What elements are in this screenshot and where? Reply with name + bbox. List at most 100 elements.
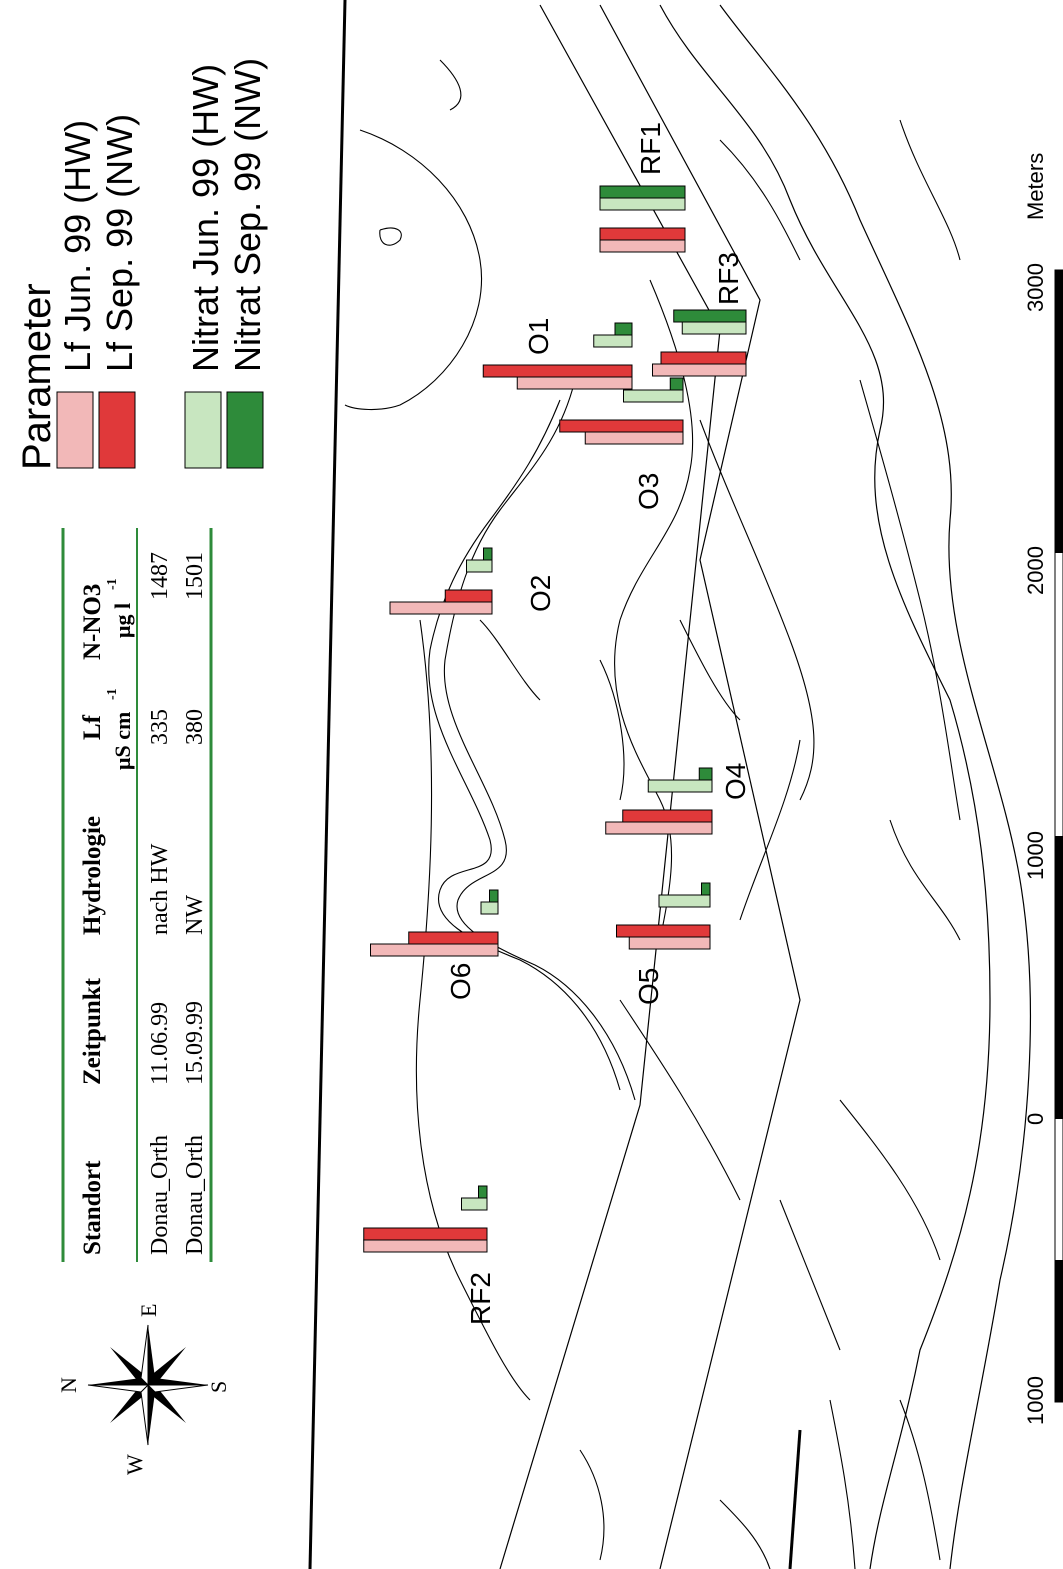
bar-rf1-no3-sep [599,185,686,199]
embankment [788,1429,802,1569]
site-o2: O2 [389,547,556,615]
legend-label-no3-jun: Nitrat Jun. 99 (HW) [185,64,226,372]
bar-o4-no3-jun [647,779,713,793]
site-label-o1: O1 [523,318,554,355]
scale-tick-1000: 1000 [1023,831,1048,880]
td-r2-lf: 380 [182,709,208,745]
bar-o2-no3-jun [466,559,493,573]
site-o6: O6 [370,889,499,1000]
bar-o5-no3-sep [701,882,711,896]
site-rf2: RF2 [363,1185,496,1325]
legend-label-no3-sep: Nitrat Sep. 99 (NW) [227,58,268,372]
legend-label-lf-sep: Lf Sep. 99 (NW) [99,114,140,372]
bar-o3-no3-sep [669,377,684,391]
bar-o1-lf-jun [516,376,633,390]
bar-rf3-lf-jun [652,363,747,377]
legend-swatch-lf-jun [56,391,94,469]
bar-o4-lf-jun [605,821,713,835]
site-o1: O1 [482,318,633,390]
site-rf1: RF1 [599,122,686,253]
legend-swatch-no3-sep [226,391,264,469]
danube-river [499,4,1031,1569]
legend-title: Parameter [15,283,59,470]
bar-rf1-no3-jun [599,197,686,211]
compass-rose: N E S W [56,1304,231,1475]
th-lf-unit: μS cm [110,712,135,770]
site-label-rf2: RF2 [465,1272,496,1325]
th-lf: Lf [79,714,106,740]
bar-rf2-no3-sep [478,1185,488,1199]
bar-o3-lf-jun [584,431,684,445]
compass-s: S [206,1381,231,1393]
th-zeitpunkt: Zeitpunkt [79,977,106,1085]
bar-o1-no3-sep [614,322,633,336]
site-o3: O3 [559,377,684,510]
bar-o6-lf-sep [408,931,499,945]
site-label-rf3: RF3 [713,252,744,305]
bar-o2-no3-sep [483,547,493,561]
legend: Parameter Lf Jun. 99 (HW) Lf Sep. 99 (NW… [15,58,268,470]
scale-bar: 1000 0 1000 2000 3000 Meters [1023,153,1063,1425]
site-label-rf1: RF1 [635,122,666,175]
compass-w: W [122,1454,147,1475]
site-label-o6: O6 [445,963,476,1000]
bar-rf1-lf-sep [599,227,686,241]
site-label-o5: O5 [633,968,664,1005]
scale-tick-2000: 2000 [1023,546,1048,595]
site-o5: O5 [616,882,711,1005]
bar-o3-lf-sep [559,419,684,433]
td-r1-zeit: 11.06.99 [147,1002,173,1085]
bar-rf2-no3-jun [461,1197,488,1211]
site-o4: O4 [605,763,751,835]
th-no3-unit: μg l [110,603,135,638]
bar-o4-no3-sep [698,767,713,781]
td-r1-lf: 335 [147,709,173,745]
scale-unit: Meters [1023,153,1048,220]
td-r2-hydro: NW [182,895,208,935]
th-no3: N-NO3 [79,584,106,660]
legend-swatch-lf-sep [98,391,136,469]
sampling-sites: RF1 RF3 O1 O3 O2 O4 O6 O5 RF2 [363,122,751,1325]
bar-rf2-lf-jun [363,1239,488,1253]
site-rf3: RF3 [652,252,747,377]
td-r1-no3: 1487 [147,552,173,600]
legend-swatch-no3-jun [184,391,222,469]
info-table: Standort Zeitpunkt Hydrologie Lf μS cm -… [61,528,213,1262]
bar-o6-no3-jun [480,901,499,915]
bar-rf1-lf-jun [599,239,686,253]
th-no3-unit-exp: -1 [105,578,120,590]
side-arms [344,59,961,1569]
td-r2-zeit: 15.09.99 [182,1001,208,1085]
th-hydrologie: Hydrologie [79,816,106,935]
bar-rf3-no3-sep [673,309,747,323]
td-r1-hydro: nach HW [147,843,173,935]
td-r1-standort: Donau_Orth [147,1135,173,1255]
bar-o1-no3-jun [593,334,633,348]
th-lf-unit-exp: -1 [105,688,120,700]
td-r2-no3: 1501 [182,552,208,600]
bar-rf3-no3-jun [681,321,747,335]
bar-o3-no3-jun [623,389,684,403]
bar-o2-lf-jun [389,601,493,615]
site-label-o4: O4 [720,763,751,800]
site-label-o3: O3 [633,473,664,510]
map-frame-top [308,0,347,1569]
bar-o6-lf-jun [370,943,499,957]
scale-tick-0: 0 [1023,1113,1048,1125]
bar-o5-lf-jun [628,936,711,950]
bar-o4-lf-sep [622,809,713,823]
bar-o5-lf-sep [616,924,711,938]
td-r2-standort: Donau_Orth [182,1135,208,1255]
scale-tick-1000-left: 1000 [1023,1376,1048,1425]
bar-o1-lf-sep [482,364,633,378]
compass-e: E [136,1304,161,1317]
bar-o6-no3-sep [489,889,499,903]
compass-n: N [56,1377,81,1393]
bar-rf3-lf-sep [660,351,747,365]
scale-tick-3000: 3000 [1023,263,1048,312]
bar-o2-lf-sep [444,589,493,603]
th-standort: Standort [79,1160,106,1255]
legend-label-lf-jun: Lf Jun. 99 (HW) [57,120,98,372]
